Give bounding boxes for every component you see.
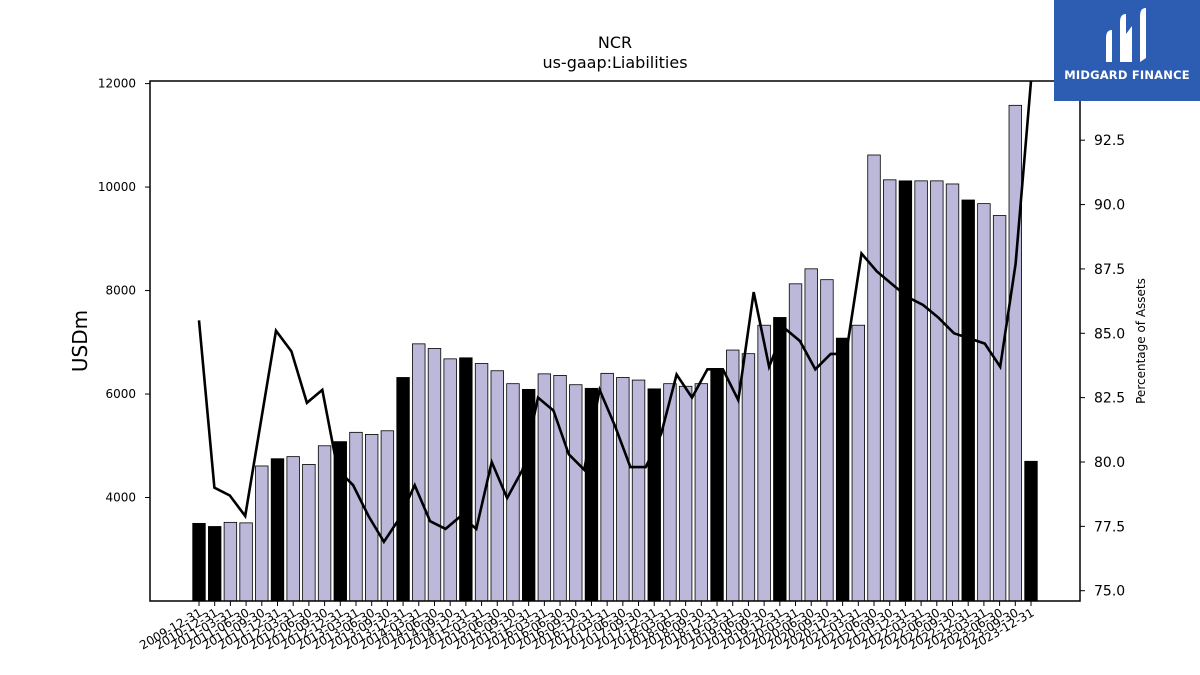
bar xyxy=(788,283,803,602)
bar xyxy=(961,199,975,602)
bar xyxy=(992,215,1007,602)
bar xyxy=(380,430,395,602)
bar xyxy=(631,379,646,602)
bar xyxy=(945,183,960,602)
y-axis-right: 75.0 77.5 80.0 82.5 85.0 87.5 90.0 92.5 xyxy=(1080,133,1125,600)
bar xyxy=(773,317,787,602)
bar xyxy=(710,368,724,602)
bar xyxy=(412,343,426,602)
bar xyxy=(616,377,630,602)
bar xyxy=(569,384,583,602)
y-tick-label: 4000 xyxy=(105,491,136,505)
y-axis-label: USDm xyxy=(68,310,92,372)
bar xyxy=(584,387,599,602)
line-series xyxy=(197,81,1033,545)
bar xyxy=(286,456,300,602)
bar xyxy=(302,464,316,602)
bar xyxy=(208,526,222,602)
chart-title: NCR xyxy=(598,33,632,52)
bar-series xyxy=(192,104,1038,602)
bar xyxy=(223,521,238,602)
bar xyxy=(835,337,850,602)
y2-tick-label: 92.5 xyxy=(1094,133,1125,149)
y-tick-label: 6000 xyxy=(105,387,136,401)
y2-axis-label: Percentage of Assets xyxy=(1134,278,1148,404)
y-axis-left: 4000 6000 8000 10000 12000 xyxy=(98,77,150,505)
y-tick-label: 12000 xyxy=(98,77,136,91)
chart-subtitle: us-gaap:Liabilities xyxy=(542,53,687,72)
bar xyxy=(443,358,457,602)
bar xyxy=(851,324,865,602)
bar xyxy=(364,433,379,602)
bar xyxy=(192,522,206,602)
bar xyxy=(255,465,269,602)
bar xyxy=(898,180,913,602)
y2-tick-label: 85.0 xyxy=(1094,326,1125,342)
bar xyxy=(977,203,991,602)
brand-logo: MIDGARD FINANCE xyxy=(1054,0,1200,101)
bar xyxy=(553,375,567,602)
bar xyxy=(930,180,944,602)
bar xyxy=(804,268,818,602)
y2-tick-label: 87.5 xyxy=(1094,262,1125,278)
y2-tick-label: 90.0 xyxy=(1094,198,1125,214)
y2-tick-label: 80.0 xyxy=(1094,455,1125,471)
series-line xyxy=(197,81,1033,545)
bar xyxy=(647,388,661,602)
bar xyxy=(427,348,442,602)
y-tick-label: 8000 xyxy=(105,284,136,298)
bar xyxy=(349,431,363,602)
bar xyxy=(741,353,756,602)
y2-tick-label: 77.5 xyxy=(1094,519,1125,535)
bar xyxy=(396,377,410,602)
x-axis: 2009-12-312010-12-312011-03-312011-06-30… xyxy=(137,601,1037,652)
bar xyxy=(1024,460,1038,602)
y-tick-label: 10000 xyxy=(98,180,136,194)
logo-text: MIDGARD FINANCE xyxy=(1064,68,1190,82)
y2-tick-label: 75.0 xyxy=(1094,584,1125,600)
bar xyxy=(239,522,253,602)
bar xyxy=(820,279,834,602)
plot-frame xyxy=(149,80,1081,602)
y2-tick-label: 82.5 xyxy=(1094,391,1125,407)
bar xyxy=(694,383,709,602)
bar xyxy=(1008,104,1022,602)
bar xyxy=(317,445,332,602)
bar xyxy=(459,357,473,602)
bar xyxy=(270,458,285,602)
bar xyxy=(678,385,693,602)
bar xyxy=(506,383,520,602)
midgard-logo-icon xyxy=(1106,8,1146,62)
bar xyxy=(867,154,881,602)
bar xyxy=(883,179,897,602)
bar xyxy=(914,180,928,602)
